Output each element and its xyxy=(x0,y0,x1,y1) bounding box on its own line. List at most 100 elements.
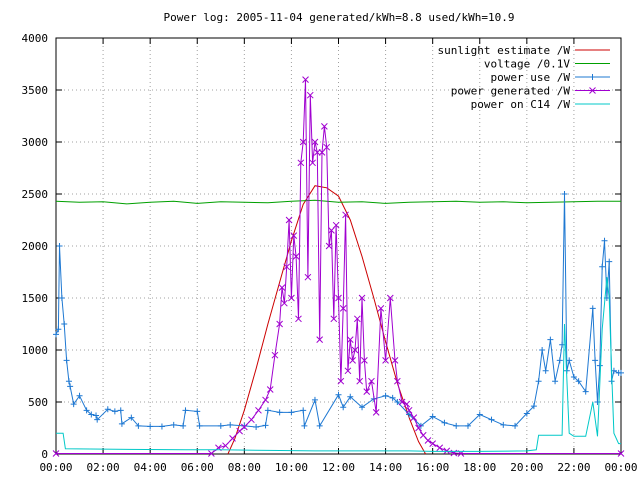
data-point xyxy=(410,414,418,421)
data-point xyxy=(415,424,422,432)
data-point xyxy=(283,263,291,271)
series-3 xyxy=(53,191,624,430)
data-point xyxy=(323,143,331,151)
data-point xyxy=(618,369,624,376)
data-point xyxy=(240,423,248,431)
data-point xyxy=(301,422,308,429)
data-point xyxy=(570,374,577,381)
data-point xyxy=(88,411,95,418)
data-point xyxy=(255,406,262,414)
data-point xyxy=(353,315,361,323)
data-point xyxy=(227,421,234,428)
data-point xyxy=(222,442,229,450)
data-point xyxy=(346,336,354,343)
data-point xyxy=(304,273,312,281)
data-point xyxy=(182,407,189,414)
data-point xyxy=(321,123,328,130)
data-point xyxy=(523,410,530,417)
data-point xyxy=(359,404,366,411)
data-point xyxy=(302,76,309,83)
series-line xyxy=(56,277,621,452)
data-point xyxy=(599,263,606,270)
data-point xyxy=(363,388,371,395)
legend-label: power on C14 /W xyxy=(471,98,571,111)
data-point xyxy=(135,422,142,429)
data-point xyxy=(288,294,295,302)
data-point xyxy=(330,315,338,323)
data-point xyxy=(52,450,60,457)
x-tick-label: 10:00 xyxy=(275,461,308,474)
data-point xyxy=(358,294,366,302)
data-point xyxy=(547,336,554,343)
data-point xyxy=(342,211,349,219)
data-point xyxy=(582,388,589,395)
legend-label: sunlight estimate /W xyxy=(438,44,571,57)
x-axis: 00:00 02:00 04:00 06:00 08:00 10:00 12:00 14:00… xyxy=(39,38,638,474)
y-tick-label: 2500 xyxy=(22,188,49,201)
data-point xyxy=(56,243,63,249)
data-point xyxy=(266,386,274,393)
data-point xyxy=(158,423,165,430)
data-point xyxy=(372,409,380,416)
data-point xyxy=(344,367,352,375)
data-point xyxy=(53,331,59,338)
legend-marker xyxy=(589,87,596,94)
data-point xyxy=(262,396,269,404)
data-point xyxy=(340,404,347,411)
data-point xyxy=(394,377,401,385)
data-point xyxy=(94,416,101,423)
data-point xyxy=(93,412,100,419)
data-point xyxy=(539,347,546,353)
data-point xyxy=(65,378,72,385)
data-point xyxy=(58,295,65,301)
data-point xyxy=(61,321,68,327)
series-5 xyxy=(56,277,621,452)
data-point xyxy=(561,191,568,197)
x-tick-label: 08:00 xyxy=(228,461,261,474)
data-point xyxy=(391,357,399,364)
x-tick-label: 02:00 xyxy=(87,461,120,474)
data-point xyxy=(436,444,444,452)
x-tick-label: 22:00 xyxy=(557,461,590,474)
data-point xyxy=(104,406,111,413)
data-point xyxy=(556,357,563,364)
data-point xyxy=(313,149,321,156)
data-point xyxy=(575,378,582,385)
data-point xyxy=(441,419,448,426)
data-point xyxy=(111,408,118,415)
data-point xyxy=(356,377,364,385)
data-point xyxy=(601,237,608,244)
data-point xyxy=(552,378,559,385)
x-tick-label: 12:00 xyxy=(322,461,355,474)
data-point xyxy=(297,159,305,167)
data-point xyxy=(316,422,323,429)
x-tick-label: 00:00 xyxy=(604,461,637,474)
legend-marker xyxy=(589,74,596,80)
data-point xyxy=(299,138,307,146)
data-point xyxy=(241,422,248,429)
y-tick-label: 0 xyxy=(41,448,48,461)
data-point xyxy=(276,409,283,416)
x-tick-label: 16:00 xyxy=(416,461,449,474)
data-point xyxy=(500,421,507,428)
y-tick-label: 1000 xyxy=(22,344,49,357)
y-tick-label: 4000 xyxy=(22,32,49,45)
data-point xyxy=(596,362,603,369)
data-point xyxy=(464,422,471,429)
data-point xyxy=(361,357,368,364)
data-point xyxy=(300,407,307,414)
data-point xyxy=(606,258,613,265)
series-line xyxy=(56,79,621,454)
series-4 xyxy=(52,76,625,457)
data-point xyxy=(405,406,413,414)
data-point xyxy=(453,422,460,429)
data-point xyxy=(512,422,519,429)
data-point xyxy=(443,447,451,455)
data-point xyxy=(368,377,375,385)
grid xyxy=(56,38,621,454)
series-2 xyxy=(55,199,621,205)
data-point xyxy=(229,435,236,442)
data-point xyxy=(429,413,436,420)
chart-title: Power log: 2005-11-04 generated/kWh=8.8 … xyxy=(164,11,515,24)
data-point xyxy=(424,437,432,444)
